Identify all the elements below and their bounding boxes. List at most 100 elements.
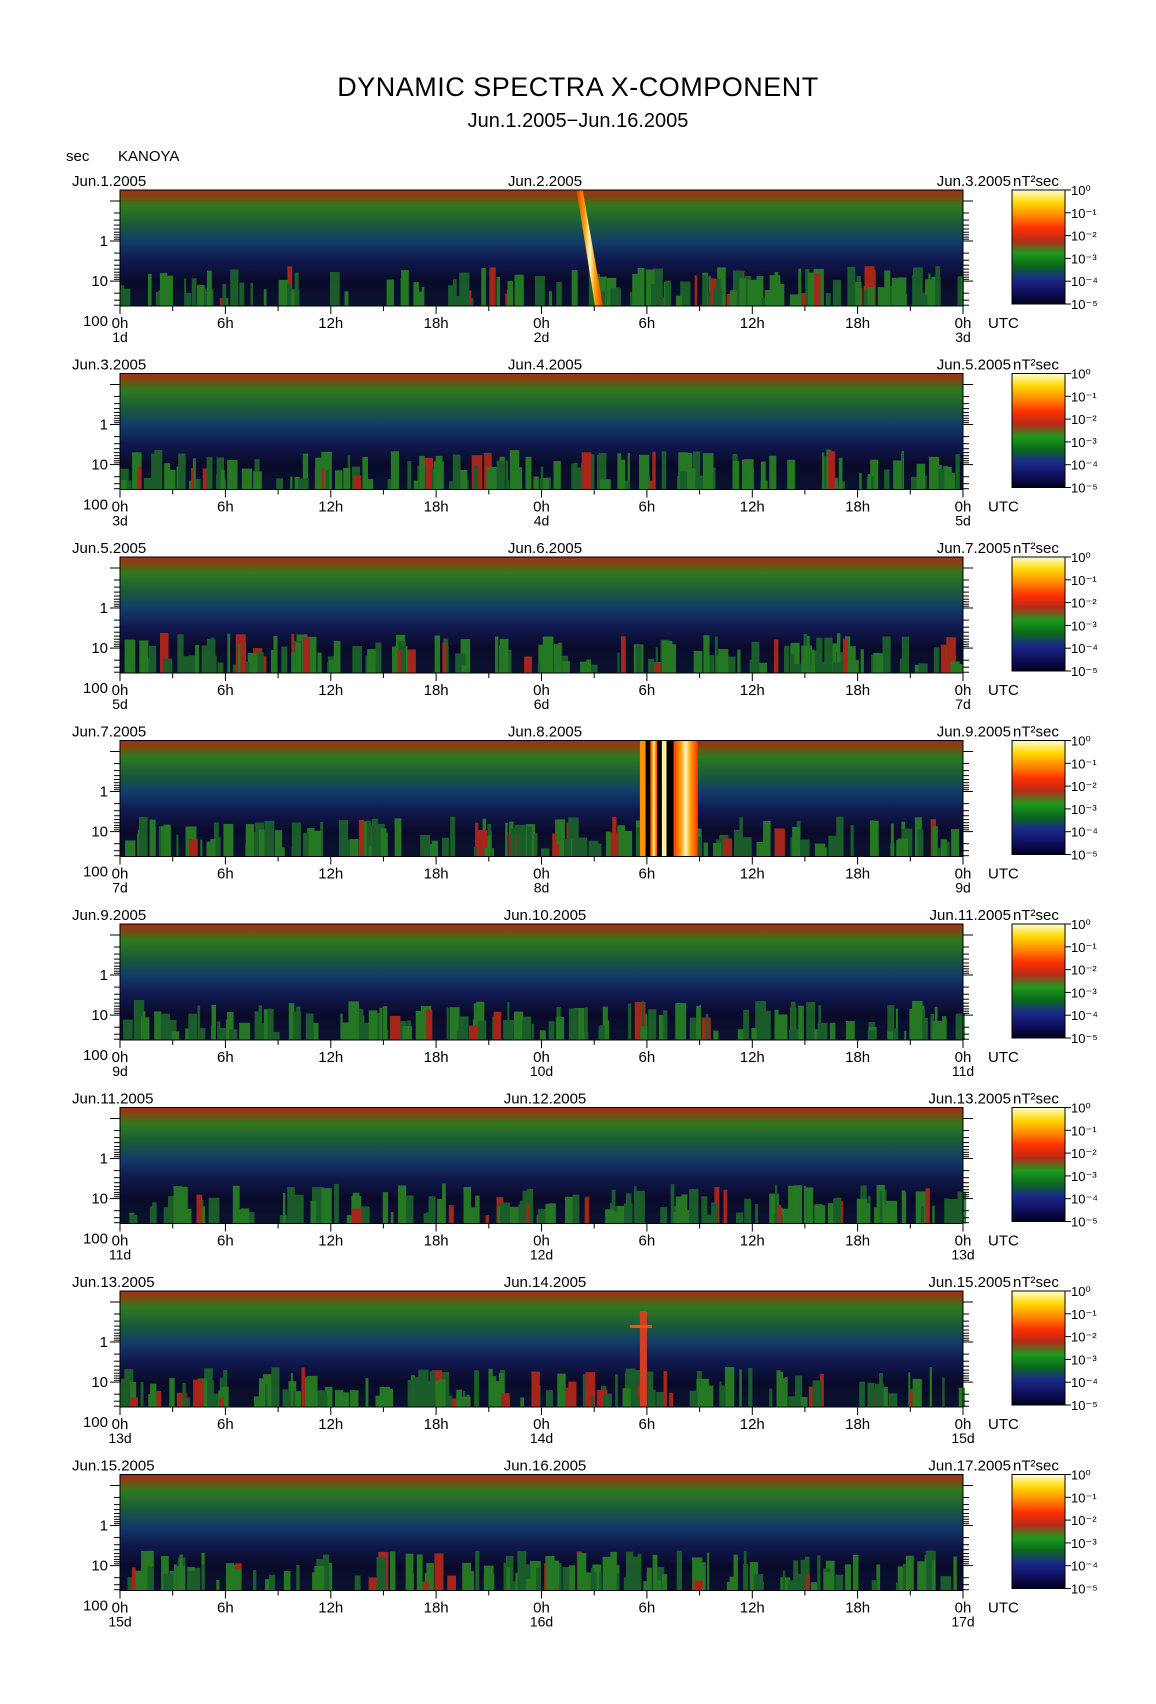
x-tick-label: 0h [533,1233,550,1250]
colorbar-tick-label: 10⁻⁵ [1071,297,1098,312]
colorbar-tick-label: 10⁻² [1071,596,1097,611]
activity-texture [125,816,960,857]
y-tick-label: 10 [91,457,108,474]
x-tick-label: 18h [424,682,449,699]
colorbar [1011,373,1066,488]
y-tick-label: 100 [83,1598,108,1615]
panel-date-right: Jun.5.2005 [937,357,1011,374]
x-tick-label: 18h [424,866,449,883]
colorbar-unit-label: nT²sec [1013,1458,1059,1475]
activity-texture [120,449,960,490]
x-tick-label: 12h [740,1416,765,1433]
x-tick-label: 6h [639,499,656,516]
day-label-mid: 12d [530,1247,553,1263]
day-label-right: 11d [952,1063,974,1079]
x-tick-label: 0h [955,1233,972,1250]
colorbar-unit-label: nT²sec [1013,173,1059,190]
day-label-mid: 4d [534,513,550,529]
x-tick-label: 6h [217,1600,234,1617]
x-tick-label: 0h [533,315,550,332]
x-tick-label: 12h [318,682,343,699]
x-unit-label: UTC [988,866,1019,883]
event-band [666,740,674,857]
activity-texture [124,633,963,673]
colorbar-tick-label: 10⁻³ [1071,985,1097,1000]
panel-date-left: Jun.11.2005 [72,1091,153,1108]
x-tick-label: 0h [533,1416,550,1433]
colorbar-tick-label: 10⁻⁴ [1071,458,1098,473]
y-tick-label: 100 [83,680,108,697]
spectra-panel: Jun.9.2005 Jun.10.2005 Jun.11.2005 nT²sec11… [72,907,1098,1079]
panel-date-left: Jun.3.2005 [72,357,146,374]
x-tick-label: 0h [955,1049,972,1066]
x-tick-label: 6h [217,682,234,699]
day-label-mid: 6d [534,696,550,712]
panel-date-right: Jun.15.2005 [928,1274,1011,1291]
event-band [650,740,658,857]
x-tick-label: 12h [318,315,343,332]
colorbar-tick-label: 10⁻⁴ [1071,641,1098,656]
x-unit-label: UTC [988,499,1019,516]
x-tick-label: 18h [424,1049,449,1066]
station-name: KANOYA [118,148,180,165]
y-tick-label: 10 [91,273,108,290]
x-tick-label: 12h [318,1600,343,1617]
y-tick-label: 10 [91,824,108,841]
x-tick-label: 18h [845,1233,870,1250]
y-tick-label: 1 [100,1334,108,1351]
x-unit-label: UTC [988,682,1019,699]
x-tick-label: 0h [533,1600,550,1617]
panel-date-mid: Jun.12.2005 [504,1091,587,1108]
x-tick-label: 0h [955,866,972,883]
y-tick-label: 10 [91,1374,108,1391]
x-unit-label: UTC [988,315,1019,332]
panel-date-mid: Jun.14.2005 [504,1274,587,1291]
spectra-panel: Jun.1.2005 Jun.2.2005 Jun.3.2005 nT²sec 1 10 1… [72,173,1098,345]
colorbar-tick-label: 10⁻⁴ [1071,1375,1098,1390]
colorbar-tick-label: 10⁻¹ [1071,1123,1097,1138]
colorbar-tick-label: 10⁻² [1071,229,1097,244]
colorbar-tick-label: 10⁰ [1071,183,1091,198]
colorbar-tick-label: 10⁻² [1071,1513,1097,1528]
y-unit-label: sec [66,148,90,165]
colorbar-tick-label: 10⁻⁵ [1071,1398,1098,1413]
x-tick-label: 0h [112,682,129,699]
activity-texture [120,1367,966,1407]
colorbar-tick-label: 10⁻² [1071,1330,1097,1345]
y-tick-label: 1 [100,233,108,250]
spectrum-background [120,1291,963,1407]
colorbar-tick-label: 10⁻⁵ [1071,1582,1098,1597]
day-label-left: 5d [112,696,128,712]
colorbar-tick-label: 10⁰ [1071,367,1091,382]
colorbar-tick-label: 10⁻⁴ [1071,1192,1098,1207]
x-tick-label: 18h [845,682,870,699]
y-tick-label: 1 [100,967,108,984]
x-tick-label: 0h [112,1233,129,1250]
colorbar-tick-label: 10⁰ [1071,550,1091,565]
x-tick-label: 6h [639,1049,656,1066]
x-tick-label: 12h [318,866,343,883]
day-label-left: 15d [108,1614,131,1630]
colorbar-unit-label: nT²sec [1013,1274,1059,1291]
day-label-right: 9d [955,880,971,896]
panel-date-mid: Jun.2.2005 [508,173,582,190]
colorbar-tick-label: 10⁰ [1071,1468,1091,1483]
event-band [645,740,651,857]
event-spike [639,1311,647,1407]
x-tick-label: 0h [112,499,129,516]
day-label-right: 15d [951,1430,974,1446]
y-tick-label: 100 [83,1231,108,1248]
colorbar-tick-label: 10⁻¹ [1071,573,1097,588]
colorbar-tick-label: 10⁻¹ [1071,1307,1097,1322]
x-tick-label: 12h [740,682,765,699]
panel-date-left: Jun.15.2005 [72,1458,155,1475]
spectrum-background [120,1107,963,1224]
x-unit-label: UTC [988,1416,1019,1433]
panel-date-mid: Jun.8.2005 [508,724,582,741]
x-tick-label: 6h [217,1416,234,1433]
colorbar-tick-label: 10⁻² [1071,779,1097,794]
spectrum-background [120,1474,963,1591]
activity-texture [127,1550,957,1591]
chart-title: DYNAMIC SPECTRA X-COMPONENT [337,72,819,102]
